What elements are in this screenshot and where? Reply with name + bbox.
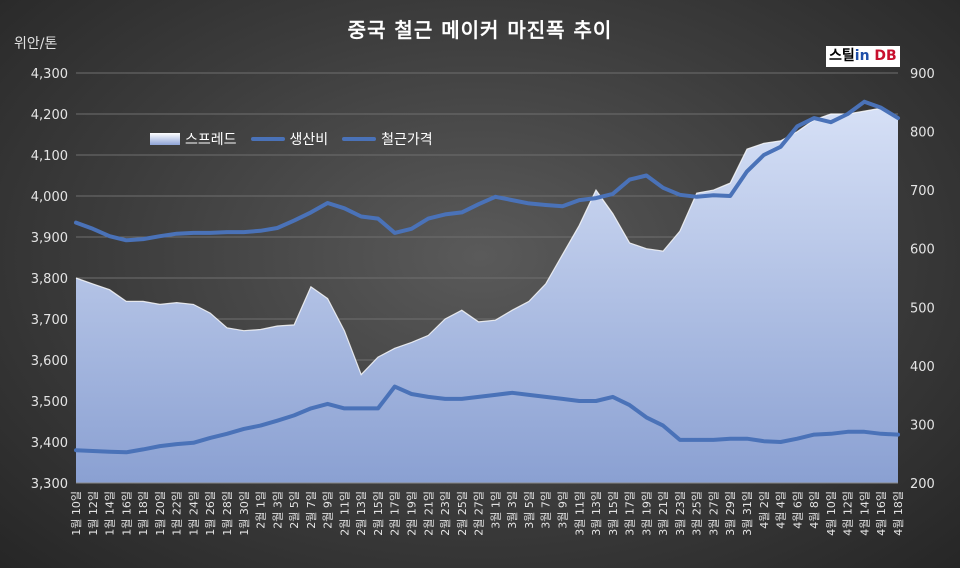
x-tick-label: 4월 18일 bbox=[891, 491, 905, 536]
y-right-tick-label: 400 bbox=[910, 360, 935, 375]
x-tick-label: 2월 3일 bbox=[270, 491, 284, 529]
x-tick-label: 3월 29일 bbox=[723, 491, 737, 536]
y-left-tick-label: 3,700 bbox=[31, 313, 68, 328]
x-tick-label: 1월 24일 bbox=[186, 491, 200, 536]
y-right-tick-label: 900 bbox=[910, 67, 935, 82]
x-tick-label: 2월 13일 bbox=[354, 491, 368, 536]
series-production-cost-line bbox=[74, 384, 900, 455]
x-tick-label: 1월 14일 bbox=[103, 491, 117, 536]
x-tick-label: 2월 25일 bbox=[455, 491, 469, 536]
y-left-tick-label: 4,200 bbox=[31, 108, 68, 123]
steelin-db-logo: 스틸in DB bbox=[826, 46, 900, 67]
x-tick-label: 3월 25일 bbox=[690, 491, 704, 536]
legend-label-rebar-price: 철근가격 bbox=[381, 132, 433, 148]
series-rebar-price-line bbox=[74, 99, 900, 243]
x-tick-label: 1월 26일 bbox=[203, 491, 217, 536]
legend-item-rebar-price: 철근가격 bbox=[342, 129, 433, 149]
x-tick-label: 1월 12일 bbox=[86, 491, 100, 536]
legend-label-spread: 스프레드 bbox=[185, 132, 237, 148]
x-tick-label: 2월 11일 bbox=[337, 491, 351, 536]
x-tick-label: 1월 18일 bbox=[136, 491, 150, 536]
legend-swatch-rebar-price bbox=[342, 137, 377, 141]
legend-swatch-spread bbox=[150, 133, 180, 145]
y-right-tick-label: 300 bbox=[910, 418, 935, 433]
x-tick-label: 3월 11일 bbox=[572, 491, 586, 536]
x-tick-label: 3월 23일 bbox=[673, 491, 687, 536]
chart-title: 중국 철근 메이커 마진폭 추이 bbox=[347, 18, 613, 42]
legend-item-production-cost: 생산비 bbox=[250, 129, 329, 149]
x-tick-label: 2월 7일 bbox=[304, 491, 318, 529]
x-tick-label: 3월 27일 bbox=[706, 491, 720, 536]
x-tick-label: 4월 12일 bbox=[841, 491, 855, 536]
y-left-tick-label: 4,300 bbox=[31, 67, 68, 82]
x-tick-label: 2월 5일 bbox=[287, 491, 301, 529]
x-tick-label: 2월 9일 bbox=[321, 491, 335, 529]
x-tick-label: 2월 1일 bbox=[254, 491, 268, 529]
x-tick-label: 1월 20일 bbox=[153, 491, 167, 536]
y-right-tick-label: 700 bbox=[910, 184, 935, 199]
chart-legend: 스프레드 생산비 철근가격 bbox=[150, 129, 447, 149]
x-tick-label: 4월 16일 bbox=[874, 491, 888, 536]
x-tick-label: 4월 6일 bbox=[790, 491, 804, 529]
x-tick-label: 2월 17일 bbox=[388, 491, 402, 536]
series-spread-outline bbox=[75, 107, 899, 376]
x-tick-label: 3월 1일 bbox=[488, 491, 502, 529]
y-axis-unit-label: 위안/톤 bbox=[14, 36, 58, 52]
x-tick-label: 1월 28일 bbox=[220, 491, 234, 536]
x-tick-label: 3월 21일 bbox=[656, 491, 670, 536]
x-tick-label: 4월 14일 bbox=[857, 491, 871, 536]
y-left-tick-label: 3,300 bbox=[31, 477, 68, 492]
y-left-tick-label: 4,000 bbox=[31, 190, 68, 205]
x-tick-label: 2월 19일 bbox=[405, 491, 419, 536]
y-left-tick-label: 3,500 bbox=[31, 395, 68, 410]
x-tick-label: 4월 10일 bbox=[824, 491, 838, 536]
x-tick-label: 1월 22일 bbox=[170, 491, 184, 536]
x-tick-label: 3월 19일 bbox=[639, 491, 653, 536]
x-tick-label: 3월 31일 bbox=[740, 491, 754, 536]
y-right-tick-label: 800 bbox=[910, 126, 935, 141]
y-left-tick-label: 3,800 bbox=[31, 272, 68, 287]
x-tick-label: 2월 27일 bbox=[472, 491, 486, 536]
y-left-tick-label: 4,100 bbox=[31, 149, 68, 164]
x-tick-label: 3월 5일 bbox=[522, 491, 536, 529]
x-tick-label: 3월 7일 bbox=[539, 491, 553, 529]
legend-swatch-production-cost bbox=[250, 137, 285, 141]
x-tick-label: 2월 21일 bbox=[421, 491, 435, 536]
x-tick-label: 4월 2일 bbox=[757, 491, 771, 529]
x-tick-label: 3월 13일 bbox=[589, 491, 603, 536]
y-right-tick-label: 500 bbox=[910, 301, 935, 316]
series-spread-area bbox=[76, 108, 898, 483]
y-left-tick-label: 3,900 bbox=[31, 231, 68, 246]
x-tick-label: 3월 9일 bbox=[555, 491, 569, 529]
y-left-tick-label: 3,400 bbox=[31, 436, 68, 451]
legend-label-production-cost: 생산비 bbox=[289, 132, 329, 148]
y-right-tick-label: 200 bbox=[910, 477, 935, 492]
x-tick-label: 3월 3일 bbox=[505, 491, 519, 529]
x-tick-label: 4월 4일 bbox=[774, 491, 788, 529]
x-tick-label: 3월 15일 bbox=[606, 491, 620, 536]
x-tick-label: 1월 30일 bbox=[237, 491, 251, 536]
x-tick-label: 4월 8일 bbox=[807, 491, 821, 529]
x-tick-label: 2월 15일 bbox=[371, 491, 385, 536]
legend-item-spread: 스프레드 bbox=[150, 129, 237, 149]
y-right-tick-label: 600 bbox=[910, 243, 935, 258]
y-left-tick-label: 3,600 bbox=[31, 354, 68, 369]
x-tick-label: 1월 16일 bbox=[119, 491, 133, 536]
x-tick-label: 3월 17일 bbox=[623, 491, 637, 536]
x-tick-label: 1월 10일 bbox=[69, 491, 83, 536]
x-tick-label: 2월 23일 bbox=[438, 491, 452, 536]
